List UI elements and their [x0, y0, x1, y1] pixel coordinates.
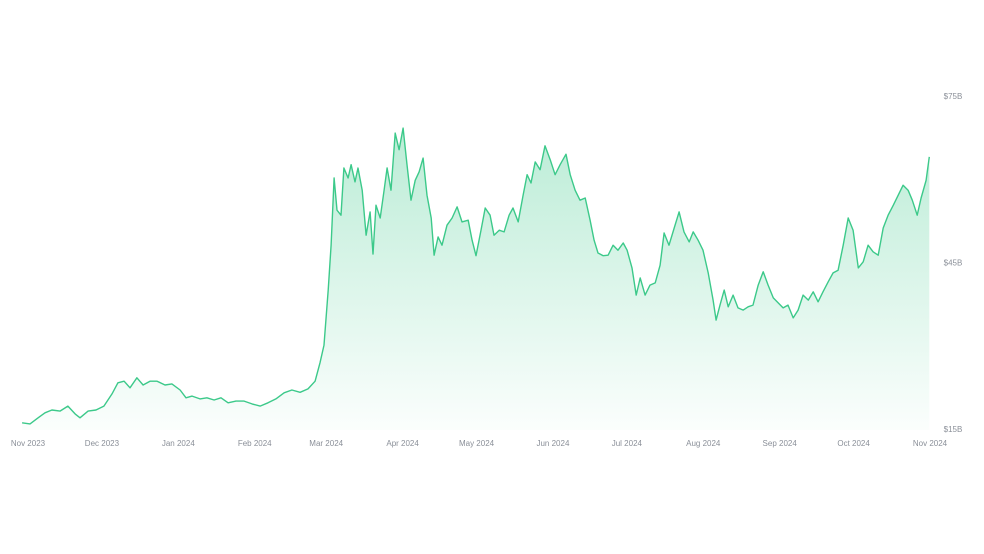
x-tick-label: Jun 2024 — [536, 439, 569, 448]
x-tick-label: Dec 2023 — [85, 439, 120, 448]
y-tick-label: $75B — [944, 92, 963, 101]
x-tick-label: Nov 2024 — [913, 439, 948, 448]
x-tick-label: Oct 2024 — [837, 439, 870, 448]
x-tick-label: Feb 2024 — [238, 439, 272, 448]
x-tick-label: Aug 2024 — [686, 439, 721, 448]
y-tick-label: $15B — [944, 425, 963, 434]
x-tick-label: Mar 2024 — [309, 439, 343, 448]
x-tick-label: Jan 2024 — [162, 439, 195, 448]
y-tick-label: $45B — [944, 259, 963, 268]
area-fill — [22, 128, 930, 430]
x-tick-label: Jul 2024 — [612, 439, 643, 448]
x-tick-label: Apr 2024 — [386, 439, 419, 448]
x-tick-label: Sep 2024 — [763, 439, 798, 448]
x-tick-label: Nov 2023 — [11, 439, 46, 448]
price-line — [22, 127, 930, 425]
x-tick-label: May 2024 — [459, 439, 495, 448]
